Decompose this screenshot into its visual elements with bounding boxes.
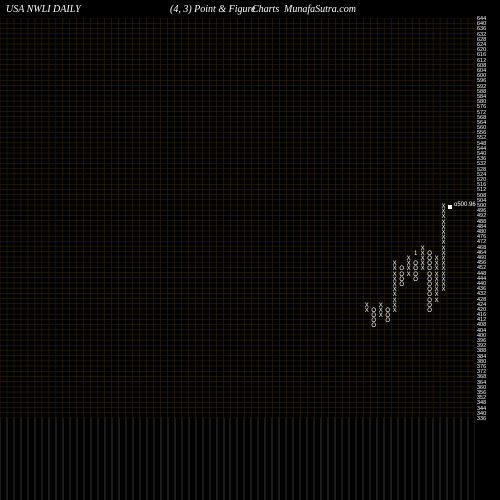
pf-o: O xyxy=(370,324,377,329)
footer-bar xyxy=(133,418,140,500)
footer-bar xyxy=(363,418,370,500)
footer-bar xyxy=(161,418,168,500)
pf-x: X xyxy=(391,309,398,314)
footer-bar xyxy=(196,418,203,500)
pf-x: X xyxy=(363,309,370,314)
current-price-label: o500.96 xyxy=(454,203,476,208)
footer-bar xyxy=(35,418,42,500)
footer-bar xyxy=(56,418,63,500)
footer-bar xyxy=(126,418,133,500)
footer-bar xyxy=(182,418,189,500)
footer-bar xyxy=(356,418,363,500)
pf-x: X xyxy=(405,273,412,278)
footer-bar xyxy=(147,418,154,500)
footer-bar xyxy=(21,418,28,500)
footer-bar xyxy=(49,418,56,500)
footer-bar xyxy=(433,418,440,500)
footer-bar xyxy=(307,418,314,500)
footer-bar xyxy=(398,418,405,500)
footer-bar xyxy=(293,418,300,500)
footer-bar xyxy=(91,418,98,500)
footer-bar xyxy=(230,418,237,500)
footer-bar xyxy=(384,418,391,500)
y-axis: 6446406366326286246206166126086046005965… xyxy=(475,18,500,418)
pf-x: X xyxy=(419,267,426,272)
footer-bar xyxy=(328,418,335,500)
footer-bar xyxy=(154,418,161,500)
current-price-marker xyxy=(448,205,452,209)
footer-bar xyxy=(210,418,217,500)
footer-bar xyxy=(237,418,244,500)
pf-num: 1 xyxy=(412,252,419,257)
footer-bar xyxy=(286,418,293,500)
footer-bar xyxy=(189,418,196,500)
footer-bar xyxy=(405,418,412,500)
params-label: (4, 3) Point & Figure xyxy=(170,4,255,15)
footer-bar xyxy=(224,418,231,500)
pf-x: X xyxy=(377,314,384,319)
pf-o: O xyxy=(384,319,391,324)
pf-x: X xyxy=(440,288,447,293)
footer-bar xyxy=(349,418,356,500)
footer-bar xyxy=(454,418,461,500)
charts-label: Charts xyxy=(252,4,279,15)
footer-bar xyxy=(14,418,21,500)
footer-bar xyxy=(314,418,321,500)
footer-bar xyxy=(0,418,7,500)
pf-o: O xyxy=(426,309,433,314)
pf-o: O xyxy=(412,278,419,283)
pf-o: O xyxy=(398,283,405,288)
y-axis-tick: 336 xyxy=(477,417,486,422)
footer-bar xyxy=(335,418,342,500)
footer-bar xyxy=(265,418,272,500)
footer-bar xyxy=(7,418,14,500)
footer-bar xyxy=(217,418,224,500)
footer-bar xyxy=(168,418,175,500)
footer-bar xyxy=(426,418,433,500)
footer-bar xyxy=(412,418,419,500)
footer-bar xyxy=(140,418,147,500)
footer-bar xyxy=(321,418,328,500)
footer-bar xyxy=(272,418,279,500)
footer-bar xyxy=(84,418,91,500)
footer-bar xyxy=(279,418,286,500)
footer-bar xyxy=(70,418,77,500)
footer-bar xyxy=(419,418,426,500)
footer-bar xyxy=(342,418,349,500)
footer-bar xyxy=(461,418,468,500)
footer-bar xyxy=(105,418,112,500)
footer-bar xyxy=(203,418,210,500)
footer-bar xyxy=(63,418,70,500)
footer-bar xyxy=(377,418,384,500)
footer-bar xyxy=(251,418,258,500)
footer-bar xyxy=(42,418,49,500)
footer-bar xyxy=(244,418,251,500)
chart-header: USA NWLI DAILY (4, 3) Point & Figure Cha… xyxy=(0,4,500,18)
footer-bar xyxy=(119,418,126,500)
footer-bar xyxy=(98,418,105,500)
footer-bar xyxy=(370,418,377,500)
footer-bar-area xyxy=(0,418,475,500)
footer-bar xyxy=(175,418,182,500)
footer-bar xyxy=(77,418,84,500)
point-figure-plot: XXOOOOXXXOOOXXXXXXXXXXOOOOXXXX1OOOOXXXXX… xyxy=(0,18,475,418)
footer-bar xyxy=(468,418,475,500)
footer-bar xyxy=(258,418,265,500)
footer-bar xyxy=(28,418,35,500)
footer-bar xyxy=(447,418,454,500)
footer-bar xyxy=(300,418,307,500)
footer-bar xyxy=(391,418,398,500)
pf-x: X xyxy=(433,299,440,304)
footer-bar xyxy=(112,418,119,500)
footer-bar xyxy=(440,418,447,500)
symbol-label: USA NWLI DAILY xyxy=(6,4,81,15)
site-label: MunafaSutra.com xyxy=(284,4,356,15)
